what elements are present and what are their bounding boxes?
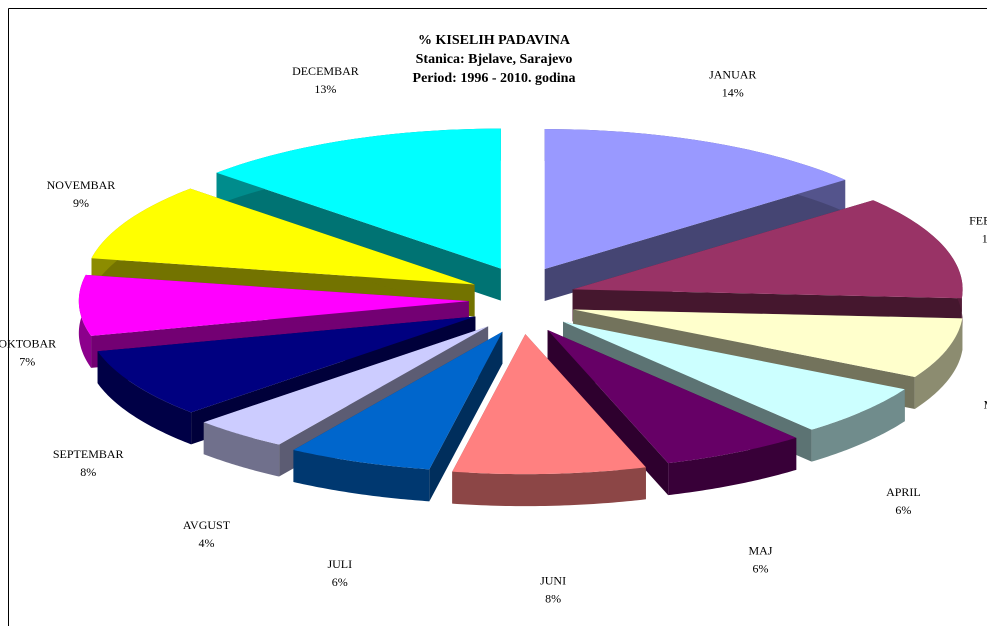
slice-value-label: 6% bbox=[752, 562, 768, 576]
slice-label: OKTOBAR bbox=[0, 337, 56, 351]
slice-label: AVGUST bbox=[183, 518, 231, 532]
slice-top bbox=[91, 188, 475, 285]
slice-label: APRIL bbox=[886, 485, 921, 499]
slice-wall bbox=[429, 331, 503, 502]
slice-side bbox=[452, 467, 646, 507]
slice bbox=[216, 128, 501, 301]
chart-title: % KISELIH PADAVINA bbox=[418, 33, 571, 48]
slice bbox=[452, 334, 646, 507]
chart-subtitle: Period: 1996 - 2010. godina bbox=[413, 71, 576, 86]
slice-side bbox=[293, 450, 430, 502]
slice-top bbox=[293, 331, 503, 470]
slice-value-label: 6% bbox=[332, 575, 348, 589]
slice-wall bbox=[216, 172, 501, 301]
slice bbox=[547, 329, 797, 496]
slice-top bbox=[203, 326, 489, 445]
slice-label: JANUAR bbox=[709, 67, 756, 81]
slice-top bbox=[573, 309, 963, 377]
slice-wall bbox=[547, 329, 669, 496]
slice-label: DECEMBAR bbox=[292, 64, 359, 78]
slice-value-label: 8% bbox=[545, 592, 561, 606]
slice-wall bbox=[544, 179, 846, 302]
slice-value-label: 8% bbox=[80, 465, 96, 479]
slice-label: SEPTEMBAR bbox=[53, 447, 124, 461]
slice-side bbox=[97, 351, 192, 445]
slice bbox=[544, 129, 846, 302]
slice-value-label: 7% bbox=[19, 355, 35, 369]
slice-top bbox=[562, 321, 905, 430]
slice-label: MAR bbox=[984, 397, 987, 411]
slice-value-label: 14% bbox=[722, 85, 744, 99]
slice-value-label: 6% bbox=[895, 503, 911, 517]
slice-label: JUNI bbox=[540, 574, 566, 588]
slice-label: NOVEMBAR bbox=[47, 178, 116, 192]
slice-top bbox=[78, 274, 469, 336]
slice bbox=[293, 331, 503, 502]
slice-top bbox=[547, 329, 797, 464]
slice-top bbox=[544, 129, 846, 270]
chart-subtitle: Stanica: Bjelave, Sarajevo bbox=[416, 52, 573, 67]
slice-label: JULI bbox=[327, 557, 352, 571]
slice-top bbox=[452, 334, 646, 475]
slice-top bbox=[572, 200, 963, 299]
slice-side bbox=[811, 389, 905, 462]
slice-label: MAJ bbox=[748, 544, 772, 558]
slice-top bbox=[216, 128, 501, 269]
slice-value-label: 4% bbox=[198, 536, 214, 550]
slice-side bbox=[668, 437, 797, 496]
slice-label: FEBRUA bbox=[969, 213, 987, 227]
slice-side bbox=[914, 318, 963, 409]
slice-value-label: 13% bbox=[314, 82, 336, 96]
slice-value-label: 12% bbox=[982, 231, 987, 245]
slice-top bbox=[97, 316, 476, 413]
slice-side bbox=[203, 422, 280, 477]
slice-value-label: 9% bbox=[73, 196, 89, 210]
